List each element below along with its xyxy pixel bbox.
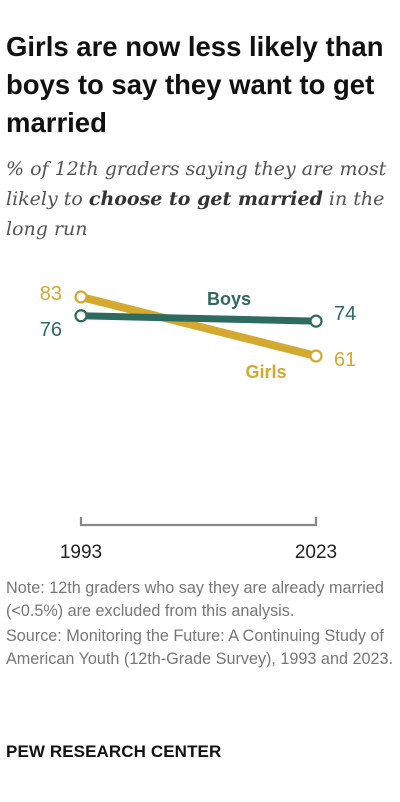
subtitle-prefix: % of 12th graders saying they are most l…: [6, 158, 387, 210]
subtitle-emphasis: choose to get married: [88, 188, 323, 210]
x-tick-label-2023: 2023: [295, 542, 337, 563]
series-line-girls: [77, 293, 320, 360]
source-text: Source: Monitoring the Future: A Continu…: [6, 627, 393, 668]
line-chart: 83 61 76 74 Girls Boys 1993 2023: [40, 283, 357, 563]
value-labels: 83 61 76 74: [40, 283, 357, 371]
brand-logo-text: PEW RESEARCH CENTER: [6, 742, 222, 761]
x-tick-label-1993: 1993: [60, 542, 102, 563]
series-lines: [77, 293, 320, 360]
value-label-girls-1993: 83: [40, 283, 62, 305]
value-label-girls-2023: 61: [334, 349, 356, 371]
chart-title: Girls are now less likely than boys to s…: [6, 31, 384, 138]
series-labels: Girls Boys: [207, 289, 287, 382]
subtitle-suffix: in the long run: [6, 188, 385, 240]
series-label-boys: Boys: [207, 289, 251, 309]
data-point-boys-1993: [74, 309, 88, 323]
value-label-boys-1993: 76: [40, 319, 62, 341]
series-label-girls: Girls: [245, 362, 286, 382]
series-points: [74, 290, 323, 363]
series-line-boys: [77, 312, 320, 325]
chart-subtitle: % of 12th graders saying they are most l…: [6, 154, 394, 244]
data-point-boys-2023: [309, 314, 323, 328]
data-point-girls-1993: [74, 290, 88, 304]
x-axis: 1993 2023: [60, 517, 337, 563]
value-label-boys-2023: 74: [334, 303, 356, 325]
footnotes: Note: 12th graders who say they are alre…: [6, 577, 398, 673]
data-point-girls-2023: [309, 349, 323, 363]
note-text: Note: 12th graders who say they are alre…: [6, 579, 384, 620]
x-axis-line: [79, 517, 318, 527]
